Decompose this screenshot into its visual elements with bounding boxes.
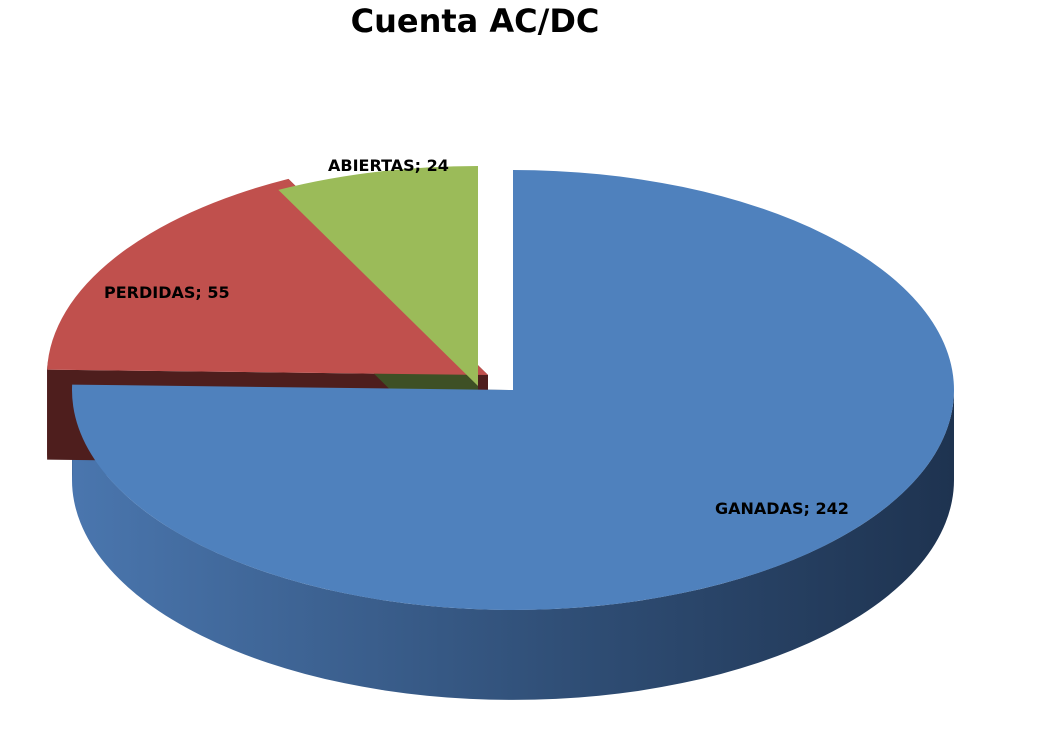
slice-perdidas bbox=[47, 178, 488, 375]
slice-labels: GANADAS; 242 PERDIDAS; 55 ABIERTAS; 24 bbox=[104, 156, 849, 518]
chart-title: Cuenta AC/DC bbox=[350, 2, 600, 40]
slice-rim-ganadas bbox=[72, 390, 954, 700]
data-label-perdidas: PERDIDAS; 55 bbox=[104, 283, 230, 302]
slice-abiertas bbox=[278, 166, 478, 386]
slice-tops bbox=[47, 166, 954, 611]
slice-rim-left-perdidas bbox=[47, 361, 48, 460]
slice-ganadas bbox=[71, 170, 954, 611]
data-label-abiertas: ABIERTAS; 24 bbox=[328, 156, 449, 175]
data-label-ganadas: GANADAS; 242 bbox=[715, 499, 849, 518]
